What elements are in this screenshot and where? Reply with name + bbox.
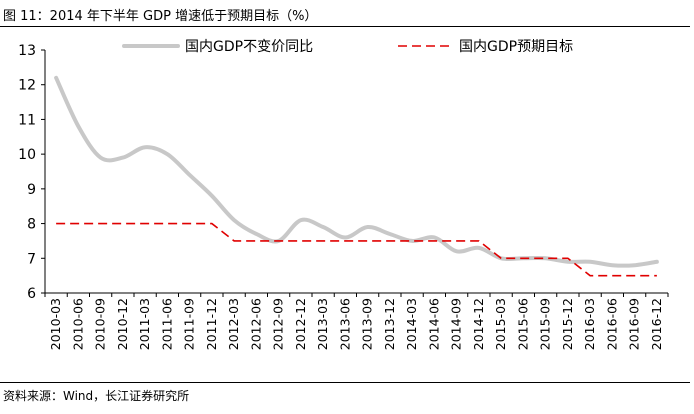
y-axis: 6 7 8 9 10 11 12 13	[18, 43, 46, 302]
legend-label-gdp-target: 国内GDP预期目标	[459, 39, 573, 55]
x-tick-label: 2016-12	[649, 298, 664, 350]
y-tick-label: 11	[18, 112, 36, 128]
x-tick-label: 2014-12	[471, 298, 486, 350]
x-tick-label: 2013-12	[382, 298, 397, 350]
x-tick-label: 2015-12	[560, 298, 575, 350]
x-tick-label: 2015-09	[538, 298, 553, 350]
x-tick-label: 2012-03	[226, 298, 241, 350]
x-tick-label: 2016-03	[582, 298, 597, 350]
x-tick-label: 2010-09	[93, 298, 108, 350]
x-tick-label: 2013-09	[360, 298, 375, 350]
legend-entry-gdp-target: 国内GDP预期目标	[398, 39, 573, 55]
x-tick-label: 2014-06	[426, 298, 441, 350]
y-tick-label: 7	[27, 251, 36, 267]
y-tick-label: 13	[18, 43, 36, 59]
x-tick-label: 2014-09	[449, 298, 464, 350]
x-tick-label: 2010-03	[48, 298, 63, 350]
x-tick-label: 2014-03	[404, 298, 419, 350]
y-tick-label: 10	[18, 147, 36, 163]
legend: 国内GDP不变价同比 国内GDP预期目标	[122, 39, 573, 55]
x-tick-label: 2013-06	[337, 298, 352, 350]
chart: 6 7 8 9 10 11 12 13 2010-03 2010-06 2010-09 2010-1…	[18, 39, 669, 350]
legend-label-gdp-actual: 国内GDP不变价同比	[185, 39, 313, 55]
x-tick-label: 2015-06	[515, 298, 530, 350]
x-axis: 2010-03 2010-06 2010-09 2010-12 2011-03 2011-…	[44, 292, 669, 350]
source-divider	[0, 382, 690, 383]
x-tick-label: 2011-03	[137, 298, 152, 350]
x-tick-label: 2012-12	[293, 298, 308, 350]
x-tick-label: 2010-12	[115, 298, 130, 350]
legend-entry-gdp-actual: 国内GDP不变价同比	[122, 39, 313, 55]
y-tick-label: 9	[27, 182, 36, 198]
x-tick-label: 2011-12	[204, 298, 219, 350]
series-line-gdp-actual	[54, 75, 659, 268]
y-tick-label: 6	[27, 286, 36, 302]
plot-area	[54, 75, 659, 277]
x-tick-label: 2010-06	[70, 298, 85, 350]
x-tick-label: 2013-03	[315, 298, 330, 350]
source-note: 资料来源：Wind，长江证券研究所	[3, 389, 190, 403]
x-tick-label: 2016-09	[627, 298, 642, 350]
series-line-gdp-target	[56, 222, 657, 277]
x-tick-label: 2012-09	[271, 298, 286, 350]
x-tick-label: 2012-06	[248, 298, 263, 350]
title-divider	[0, 26, 690, 27]
x-tick-label: 2011-06	[159, 298, 174, 350]
y-tick-label: 12	[18, 78, 36, 94]
x-tick-label: 2016-06	[604, 298, 619, 350]
x-tick-label: 2015-03	[493, 298, 508, 350]
y-tick-label: 8	[27, 217, 36, 233]
figure-title: 图 11：2014 年下半年 GDP 增速低于预期目标（%）	[3, 9, 318, 24]
x-tick-label: 2011-09	[182, 298, 197, 350]
